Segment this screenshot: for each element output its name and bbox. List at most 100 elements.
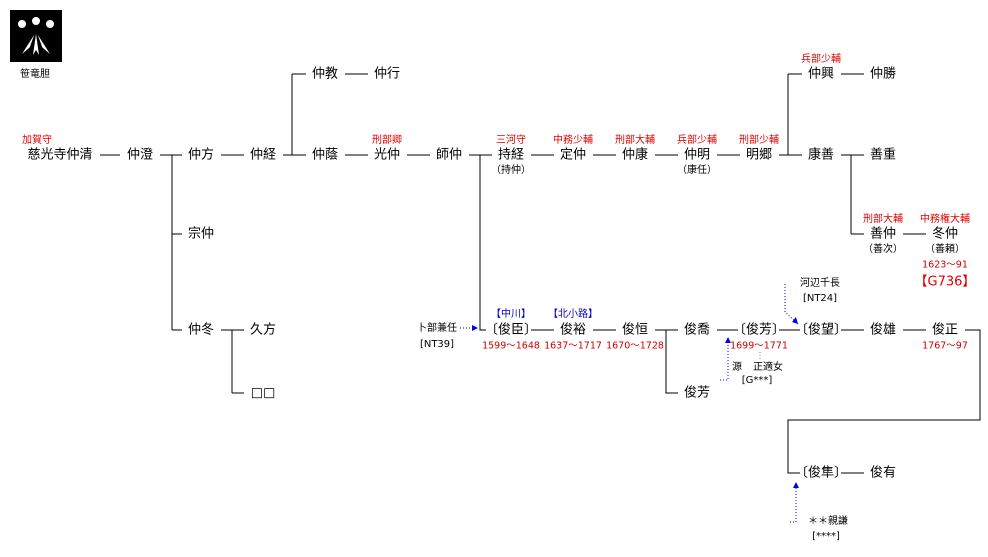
person: 善重 (870, 147, 896, 163)
person: 俊正 1767～97 (922, 323, 968, 352)
person-title: 刑部大輔 (863, 212, 903, 225)
person-name: 善重 (870, 147, 896, 163)
person: 仲教 (312, 66, 338, 82)
person: 俊喬 (684, 322, 710, 338)
person-name: 仲明 (684, 148, 710, 163)
person: 師仲 (436, 148, 462, 163)
person: 俊裕 【北小路】 1637～1717 (544, 307, 602, 352)
person-name: 仲蔭 (312, 148, 338, 163)
life-dates: 1623～91 (922, 260, 968, 271)
person-name: 〔俊望〕 (795, 322, 847, 338)
person: 久方 (250, 322, 276, 338)
life-dates: 1637～1717 (544, 341, 602, 352)
life-dates: 1670～1728 (606, 341, 664, 352)
family-name: 【北小路】 (548, 307, 598, 320)
alt-name: （持仲） (491, 163, 531, 176)
person-name: 俊喬 (684, 322, 710, 338)
person-title: 加賀守 (22, 133, 52, 146)
note: 正適女 (753, 360, 783, 373)
person-name: 俊有 (870, 466, 896, 481)
person: 康善 (808, 147, 834, 163)
person-name: 〔俊芳〕 (733, 323, 785, 338)
person: 宗仲 (188, 226, 214, 242)
alt-name: （康任） (677, 163, 717, 176)
life-dates: 1699～1771 (730, 341, 788, 352)
person-title: 三河守 (496, 133, 526, 146)
person: 俊雄 (870, 323, 896, 338)
person: 仲経 (250, 148, 276, 163)
person: 仲澄 (127, 148, 153, 163)
person: 持経 三河守 （持仲） (491, 133, 531, 176)
reference: 【G736】 (915, 275, 976, 290)
person-name: 俊芳 (684, 386, 710, 401)
person-name: 仲興 (808, 67, 834, 82)
note: 源 (732, 360, 742, 373)
person: 仲勝 (870, 67, 896, 82)
person: 仲行 (374, 67, 400, 82)
person: 俊芳 (684, 386, 710, 401)
person-name: 俊裕 (560, 323, 586, 338)
family-name: 【中川】 (491, 307, 531, 320)
person-name: 明郷 (746, 148, 772, 163)
crest-icon (18, 17, 54, 55)
person-name: □□ (251, 386, 276, 401)
person-name: 仲冬 (188, 322, 214, 338)
person-name: 俊雄 (870, 323, 896, 338)
person-name: 光仲 (374, 148, 400, 163)
person: 〔俊望〕 (795, 322, 847, 338)
person-name: 仲教 (312, 66, 338, 82)
person: □□ (251, 386, 276, 401)
person-name: 仲経 (250, 148, 276, 163)
person-title: 刑部少輔 (739, 133, 779, 146)
person-title: 中務権大輔 (920, 212, 970, 225)
connectors (100, 73, 981, 523)
person-name: 〔俊隼〕 (795, 465, 847, 481)
person-title: 中務少輔 (553, 133, 593, 146)
person-name: 久方 (250, 322, 276, 338)
person-title: 刑部卿 (372, 133, 402, 146)
alt-name: （善頼） (925, 242, 965, 255)
person: 仲方 (188, 147, 214, 163)
note: [G***] (742, 375, 773, 386)
person: 仲冬 (188, 322, 214, 338)
person-title: 刑部大輔 (615, 133, 655, 146)
person-name: 俊正 (932, 323, 958, 338)
note: 卜部兼任 (417, 321, 457, 334)
note: [NT39] (420, 339, 454, 350)
person-name: 持経 (498, 148, 524, 163)
person: 俊有 (870, 466, 896, 481)
person-name: 仲行 (374, 67, 400, 82)
person-name: 善仲 (870, 226, 896, 242)
person-name: 慈光寺仲清 (27, 148, 92, 163)
person: 俊恒 1670～1728 (606, 323, 664, 352)
person-name: 仲勝 (870, 67, 896, 82)
note: 河辺千長 (800, 277, 840, 289)
person: 〔俊隼〕 (795, 465, 847, 481)
person-name: 康善 (808, 147, 834, 163)
person: 慈光寺仲清 加賀守 (22, 133, 93, 163)
person-name: 〔俊臣〕 (485, 323, 537, 338)
person: 仲蔭 (312, 148, 338, 163)
note: [****] (812, 531, 840, 542)
person-title: 兵部少輔 (677, 133, 717, 146)
life-dates: 1599～1648 (482, 341, 540, 352)
person: 〔俊芳〕 1699～1771 (730, 323, 788, 352)
person-name: 定仲 (560, 148, 586, 163)
life-dates: 1767～97 (922, 341, 968, 352)
person-name: 俊恒 (622, 323, 648, 338)
person: 仲明 兵部少輔 （康任） (677, 133, 717, 176)
person-title: 兵部少輔 (801, 52, 841, 65)
person-name: 仲康 (622, 147, 648, 163)
note: ＊＊親謙 (808, 514, 848, 527)
person-name: 仲澄 (127, 148, 153, 163)
person-name: 仲方 (188, 147, 214, 163)
person-name: 冬仲 (932, 226, 958, 242)
